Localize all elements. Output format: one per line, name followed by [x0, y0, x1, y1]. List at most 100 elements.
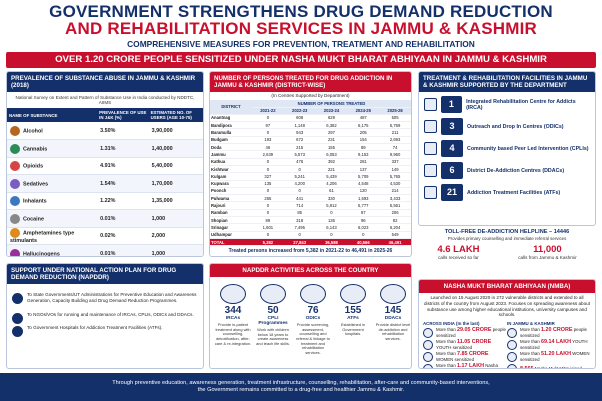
nmba-stat-text: More than 7.85 CRORE WOMEN sensitized — [436, 351, 507, 362]
substance-name: Amphetamines type stimulants — [10, 230, 75, 244]
table-row: Sedatives 1.54% 1,70,000 — [7, 174, 203, 193]
district-cell: Shopian — [210, 216, 252, 225]
value-cell: 6,204 — [379, 223, 411, 232]
substance-cell: Sedatives — [7, 174, 98, 193]
table-row: Jammu 2,639 5,573 6,053 9,153 9,960 — [210, 150, 411, 159]
prevalence-cell: 3.50% — [97, 122, 149, 141]
value-cell: 0 — [283, 187, 316, 196]
tablet-icon — [10, 228, 20, 238]
table-row: Cannabis 1.31% 1,40,000 — [7, 139, 203, 158]
prevalence-cell: 1.31% — [97, 139, 149, 158]
value-cell: 9,960 — [379, 150, 411, 159]
district-cell: Baramulla — [210, 128, 252, 137]
prevalence-cell: 4.91% — [97, 157, 149, 176]
users-cell: 3,90,000 — [148, 122, 203, 141]
building-icon — [424, 98, 437, 112]
col-substance: NAME OF SUBSTANCE — [7, 108, 98, 123]
value-cell: 4,548 — [347, 180, 380, 188]
bed-icon — [220, 284, 246, 304]
value-cell: 441 — [283, 194, 316, 203]
value-cell: 0 — [251, 114, 284, 123]
value-cell: 211 — [379, 128, 411, 137]
table-row: Cocaine 0.01% 1,000 — [7, 209, 203, 228]
district-cell: Poonch — [210, 187, 252, 196]
support-text: To Government Hospitals for Addiction Tr… — [27, 325, 163, 331]
value-cell: 6,175 — [347, 121, 380, 130]
nmba-panel: NASHA MUKT BHARAT ABHIYAAN (NMBA) Launch… — [418, 279, 596, 369]
users-cell: 5,40,000 — [148, 157, 203, 176]
helpline-title: TOLL-FREE DE-ADDICTION HELPLINE – 14446 — [444, 229, 570, 235]
value-cell: 5,769 — [379, 121, 411, 130]
activity-label: ATFs — [347, 316, 359, 321]
table-row: Kathua 0 476 392 281 337 — [210, 158, 411, 166]
substance-cell: Opioids — [7, 157, 98, 176]
table-row: Anantnag 0 608 629 487 505 — [210, 114, 411, 123]
value-cell: 5,765 — [379, 172, 411, 181]
activities-title: NAPDDR ACTIVITIES ACROSS THE COUNTRY — [210, 264, 411, 278]
value-cell: 205 — [347, 128, 380, 137]
table-row: Alcohol 3.50% 3,90,000 — [7, 122, 203, 141]
nmba-label: people sensitized — [436, 327, 506, 339]
headline-banner: OVER 1.20 CRORE PEOPLE SENSITIZED UNDER … — [6, 52, 596, 68]
nmba-stat-text: More than 1.17 LAKH Nasha Mukt Mitrs joi… — [436, 363, 507, 368]
support-panel: SUPPORT UNDER NATIONAL ACTION PLAN FOR D… — [6, 263, 204, 369]
nmba-prefix: More than — [436, 327, 456, 333]
nmba-stat: More than 1.20 CRORE people sensitized — [507, 327, 591, 338]
substance-cell: Cannabis — [7, 139, 98, 158]
value-cell: 0 — [315, 209, 348, 218]
prevalence-cell: 1.22% — [97, 192, 149, 211]
value-cell: 96 — [347, 216, 380, 225]
substance-name: Cocaine — [23, 215, 44, 222]
nmba-value: 69.14 LAKH — [541, 339, 571, 346]
value-cell: 255 — [251, 194, 284, 203]
table-row: Kulgam 327 5,241 5,439 5,709 5,765 — [210, 172, 411, 181]
prevalence-cell: 0.02% — [97, 227, 149, 246]
nmba-jk-label: IN JAMMU & KASHMIR — [507, 321, 555, 327]
table-row: Poonch 0 0 61 120 214 — [210, 187, 411, 196]
district-cell: Doda — [210, 143, 252, 152]
nmba-stat-text: 8,565 Nasha Mukt Mitrs joined — [520, 366, 582, 368]
facility-item: 21 Addiction Treatment Facilities (ATFs) — [424, 183, 590, 202]
col-users: ESTIMATED NO. OF USERS (AGE 10-75) — [148, 108, 203, 123]
value-cell: 0 — [347, 231, 380, 239]
district-cell: Ramban — [210, 209, 252, 218]
nmba-row: More than 1.17 LAKH Nasha Mukt Mitrs joi… — [423, 363, 591, 368]
nmba-stat: More than 7.85 CRORE WOMEN sensitized — [423, 351, 507, 362]
activity-item: 344 IRCAs Provide in-patient treatment alo… — [214, 284, 252, 346]
prevalence-intro: National Survey on Extent and Pattern of… — [15, 95, 195, 106]
substance-cell: Hallucinogens — [7, 244, 98, 257]
page-title-line2: AND REHABILITATION SERVICES IN JAMMU & K… — [65, 19, 537, 38]
nmba-value: 7.85 CRORE — [457, 351, 489, 358]
activity-count: 155 — [344, 305, 362, 316]
activity-desc: Provide in-patient treatment along with … — [214, 322, 252, 346]
hospital-icon — [340, 284, 366, 304]
district-cell: Budgam — [210, 136, 252, 145]
activity-count: 145 — [384, 305, 402, 316]
nmba-stat: More than 1.17 LAKH Nasha Mukt Mitrs joi… — [423, 363, 507, 368]
col-year: 2023-24 — [315, 107, 348, 115]
header: GOVERNMENT STRENGTHENS DRUG DEMAND REDUC… — [0, 0, 602, 70]
page-subtitle: COMPREHENSIVE MEASURES FOR PREVENTION, T… — [127, 39, 475, 49]
facility-count: 6 — [441, 162, 463, 180]
value-cell: 1,593 — [347, 194, 380, 203]
table-row: Pulwama 255 441 330 1,593 3,433 — [210, 194, 411, 203]
table-row: Doda 46 215 155 89 74 — [210, 143, 411, 152]
value-cell: 0 — [251, 158, 284, 166]
activity-label: DDACs — [384, 316, 402, 321]
facility-label: Integrated Rehabilitation Centre for Add… — [466, 98, 576, 111]
value-cell: 61 — [315, 187, 348, 196]
substance-cell: Inhalants — [7, 192, 98, 211]
facility-item: 1 Integrated Rehabilitation Centre for Ad… — [424, 95, 590, 114]
prevalence-panel: PREVALENCE OF SUBSTANCE ABUSE IN JAMMU &… — [6, 71, 204, 257]
value-cell: 6,382 — [315, 121, 348, 130]
nmba-stat: 8,565 Nasha Mukt Mitrs joined — [507, 363, 591, 368]
col-year: 2022-23 — [283, 107, 316, 115]
footer: Through preventive education, awareness … — [0, 373, 602, 401]
total-row: TOTAL 5,382 27,843 36,588 40,566 46,491 — [210, 238, 411, 247]
col-district: DISTRICT — [210, 99, 252, 115]
value-cell: 89 — [347, 143, 380, 152]
substance-name: Hallucinogens — [23, 250, 60, 257]
value-cell: 120 — [347, 187, 380, 196]
nose-icon — [10, 196, 20, 206]
activity-item: 76 ODICs Provide screening, assessment, co… — [294, 284, 332, 356]
